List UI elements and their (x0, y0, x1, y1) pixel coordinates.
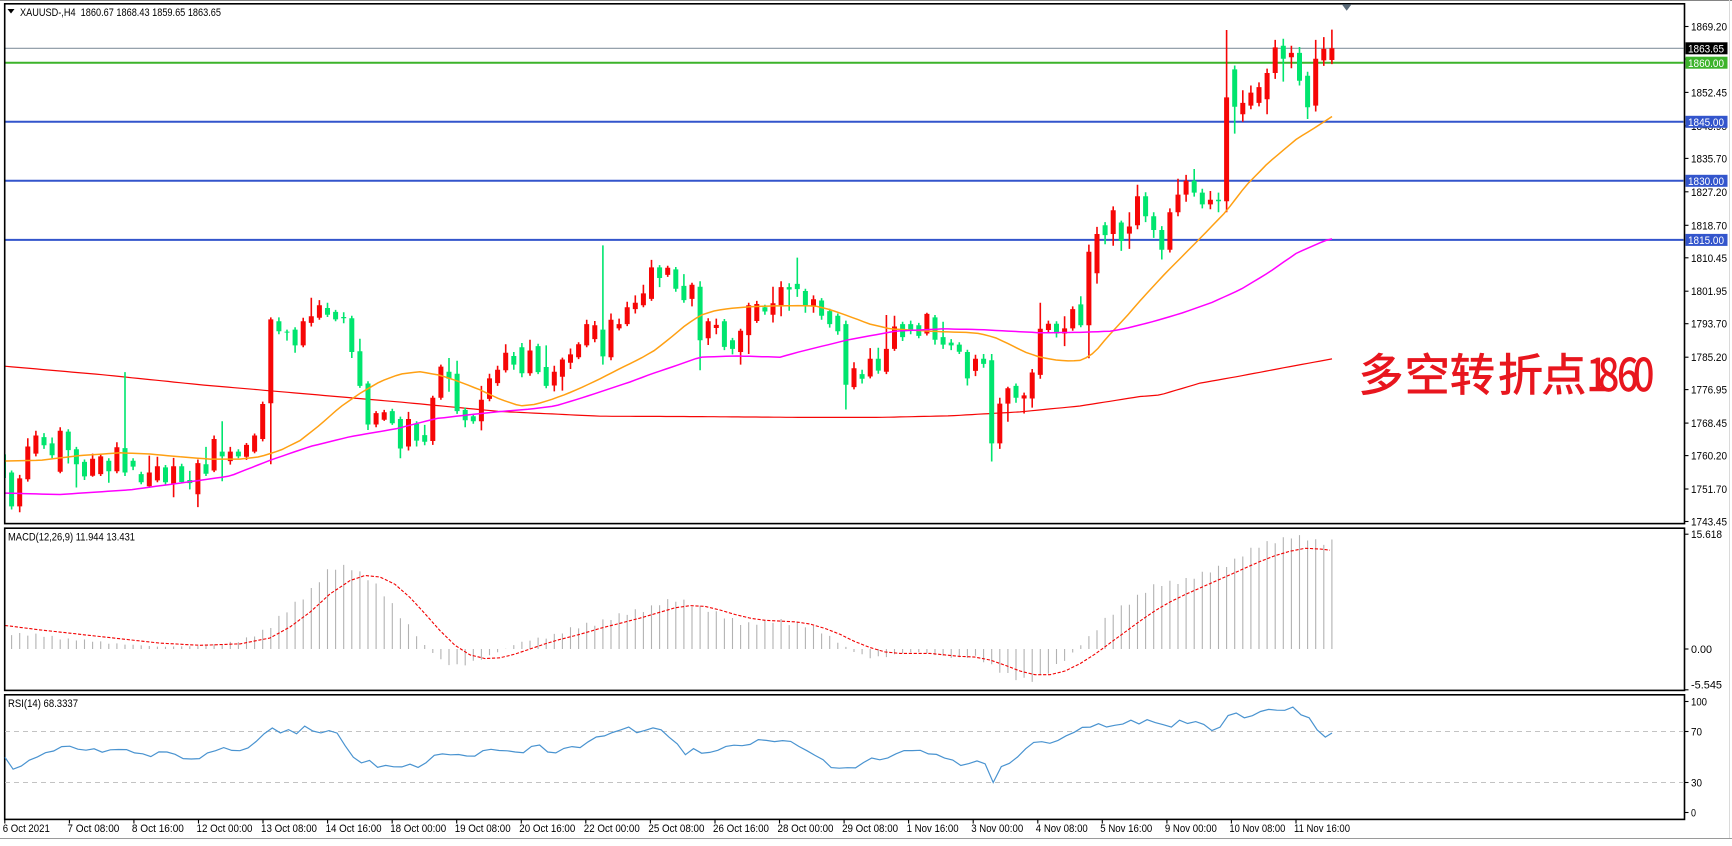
svg-text:25 Oct 08:00: 25 Oct 08:00 (648, 823, 704, 835)
svg-text:1852.45: 1852.45 (1691, 87, 1727, 99)
svg-text:1751.70: 1751.70 (1691, 484, 1727, 496)
svg-text:1785.20: 1785.20 (1691, 352, 1727, 364)
svg-text:1835.70: 1835.70 (1691, 153, 1727, 165)
svg-text:1776.95: 1776.95 (1691, 385, 1727, 397)
svg-text:15.618: 15.618 (1691, 529, 1722, 541)
svg-text:6 Oct 2021: 6 Oct 2021 (3, 823, 50, 835)
svg-text:0.00: 0.00 (1691, 644, 1712, 656)
svg-text:28 Oct 00:00: 28 Oct 00:00 (778, 823, 834, 835)
svg-text:1830.00: 1830.00 (1688, 176, 1724, 188)
svg-text:1743.45: 1743.45 (1691, 517, 1727, 529)
svg-text:1810.45: 1810.45 (1691, 253, 1727, 265)
svg-text:70: 70 (1691, 727, 1702, 739)
svg-text:20 Oct 16:00: 20 Oct 16:00 (519, 823, 575, 835)
svg-text:1 Nov 16:00: 1 Nov 16:00 (907, 823, 959, 835)
svg-text:100: 100 (1691, 697, 1707, 709)
svg-text:7 Oct 08:00: 7 Oct 08:00 (67, 823, 119, 835)
svg-text:14 Oct 16:00: 14 Oct 16:00 (326, 823, 382, 835)
svg-text:18 Oct 00:00: 18 Oct 00:00 (390, 823, 446, 835)
svg-text:1760.20: 1760.20 (1691, 451, 1727, 463)
svg-text:1869.20: 1869.20 (1691, 22, 1727, 34)
svg-text:1863.65: 1863.65 (1688, 44, 1724, 56)
svg-text:-5.545: -5.545 (1691, 680, 1722, 692)
svg-text:1818.70: 1818.70 (1691, 220, 1727, 232)
svg-text:RSI(14) 68.3337: RSI(14) 68.3337 (8, 698, 78, 710)
svg-text:1827.20: 1827.20 (1691, 187, 1727, 199)
svg-text:13 Oct 08:00: 13 Oct 08:00 (261, 823, 317, 835)
svg-text:10 Nov 08:00: 10 Nov 08:00 (1229, 823, 1285, 835)
svg-text:4 Nov 08:00: 4 Nov 08:00 (1036, 823, 1088, 835)
svg-text:5 Nov 16:00: 5 Nov 16:00 (1100, 823, 1152, 835)
svg-text:1801.95: 1801.95 (1691, 286, 1727, 298)
svg-text:22 Oct 00:00: 22 Oct 00:00 (584, 823, 640, 835)
svg-text:1860.00: 1860.00 (1688, 58, 1724, 70)
svg-text:XAUUSD-,H4 1860.67 1868.43 18: XAUUSD-,H4 1860.67 1868.43 1859.65 1863.… (20, 7, 221, 19)
svg-text:1768.45: 1768.45 (1691, 418, 1727, 430)
svg-text:8 Oct 16:00: 8 Oct 16:00 (132, 823, 184, 835)
svg-text:19 Oct 08:00: 19 Oct 08:00 (455, 823, 511, 835)
svg-text:11 Nov 16:00: 11 Nov 16:00 (1294, 823, 1350, 835)
svg-text:9 Nov 00:00: 9 Nov 00:00 (1165, 823, 1217, 835)
svg-text:3 Nov 00:00: 3 Nov 00:00 (971, 823, 1023, 835)
svg-text:30: 30 (1691, 778, 1702, 790)
svg-text:26 Oct 16:00: 26 Oct 16:00 (713, 823, 769, 835)
svg-text:1845.00: 1845.00 (1688, 117, 1724, 129)
svg-text:0: 0 (1691, 808, 1696, 820)
svg-text:29 Oct 08:00: 29 Oct 08:00 (842, 823, 898, 835)
svg-text:1815.00: 1815.00 (1688, 235, 1724, 247)
svg-text:12 Oct 00:00: 12 Oct 00:00 (197, 823, 253, 835)
svg-text:MACD(12,26,9) 11.944 13.431: MACD(12,26,9) 11.944 13.431 (8, 532, 135, 544)
svg-text:1793.70: 1793.70 (1691, 319, 1727, 331)
